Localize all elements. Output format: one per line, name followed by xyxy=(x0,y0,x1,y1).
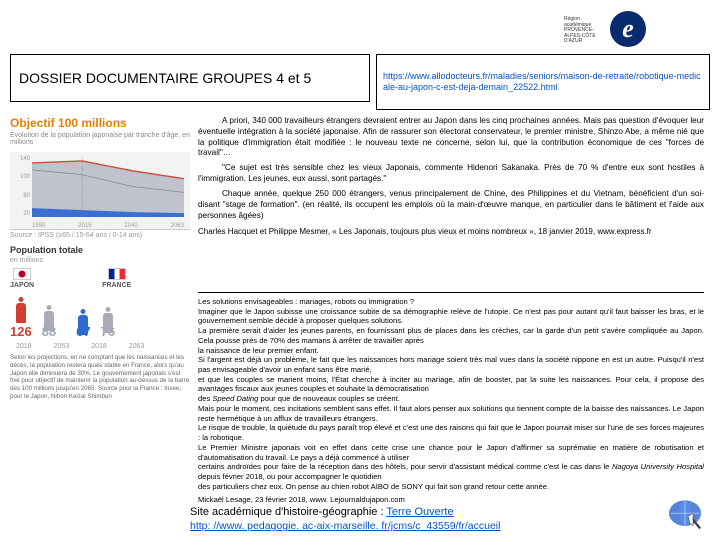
tb2-l1: Les solutions envisageables : mariages, … xyxy=(198,297,704,307)
country-jp: JAPON xyxy=(10,268,34,289)
footer: Site académique d'histoire-géographie : … xyxy=(190,505,650,534)
population-title: Population totale xyxy=(10,245,190,255)
tb2-l5b: Le risque de trouble, la quiétude du pay… xyxy=(198,423,704,442)
tb2-l5a: Mais pour le moment, ces incitations sem… xyxy=(198,404,704,423)
flag-block: Région académique PROVENCE-ALPES-CÔTE D'… xyxy=(564,15,604,43)
source-url-link[interactable]: https://www.allodocteurs.fr/maladies/sen… xyxy=(383,71,703,94)
tb2-l3a: La première serait d'aider les jeunes pa… xyxy=(198,326,704,345)
tb1-signature: Charles Hacquet et Philippe Mesmer, « Le… xyxy=(198,227,704,237)
terre-ouverte-link[interactable]: Terre Ouverte xyxy=(386,506,453,518)
tb2-l2: Imaginer que le Japon subisse une croiss… xyxy=(198,307,704,326)
tb2-l6b: certains androïdes pour faire de la réce… xyxy=(198,462,704,481)
academie-logo: Région académique PROVENCE-ALPES-CÔTE D'… xyxy=(564,6,714,52)
footer-line-1: Site académique d'histoire-géographie : … xyxy=(190,505,650,519)
dossier-title: DOSSIER DOCUMENTAIRE GROUPES 4 et 5 xyxy=(10,54,370,102)
country-flags-row: JAPON FRANCE xyxy=(10,268,190,289)
tb2-l4c: des Speed Dating pour que de nouveaux co… xyxy=(198,394,704,404)
objectif-heading: Objectif 100 millions xyxy=(10,116,190,130)
tb1-p3: Chaque année, quelque 250 000 étrangers,… xyxy=(198,189,704,221)
tb2-l4a: Si l'argent est déjà un problème, le fai… xyxy=(198,355,704,374)
tb2-l4b: et que les couples se marient moins, l'É… xyxy=(198,375,704,394)
objectif-subhead: Évolution de la population japonaise par… xyxy=(10,132,190,146)
chart-plot-area xyxy=(32,158,184,217)
tb2-l6a: Le Premier Ministre japonais voit en eff… xyxy=(198,443,704,462)
population-area-chart: 140 100 60 20 1990 2015 2040 2063 xyxy=(10,152,190,230)
chart-x-axis: 1990 2015 2040 2063 xyxy=(32,223,184,229)
region-label: Région académique PROVENCE-ALPES-CÔTE D'… xyxy=(564,17,604,45)
population-figures-row: 126 88 67 76 xyxy=(10,293,190,339)
chart-y-axis: 140 100 60 20 xyxy=(12,156,30,217)
population-years-row: 20182063 20182063 xyxy=(16,343,190,350)
tb2-l3b: la naissance de leur premier enfant. xyxy=(198,346,704,356)
tb2-signature: Mickaël Lesage, 23 février 2018, www. Le… xyxy=(198,495,704,505)
left-figure: Objectif 100 millions Évolution de la po… xyxy=(10,116,190,472)
title-row: DOSSIER DOCUMENTAIRE GROUPES 4 et 5 http… xyxy=(10,54,710,110)
article-excerpt-2: Les solutions envisageables : mariages, … xyxy=(198,292,704,505)
tb2-l6c: des particuliers chez eux. On pense au c… xyxy=(198,482,704,492)
chart-caption: Source : IPSS (≥65 / 15-64 ans / 0-14 an… xyxy=(10,232,190,239)
globe-mouse-icon xyxy=(660,494,710,534)
country-fr-label: FRANCE xyxy=(102,282,131,289)
left-caption-text: Selon les projections, en ne comptant qu… xyxy=(10,354,190,401)
footer-url-link[interactable]: http: //www. pedagogie. ac-aix-marseille… xyxy=(190,520,500,532)
page-root: Région académique PROVENCE-ALPES-CÔTE D'… xyxy=(0,0,720,540)
france-flag-icon xyxy=(108,268,126,280)
e-logo-icon: e xyxy=(610,11,646,47)
population-unit: en millions xyxy=(10,257,190,264)
fig-jp-2018: 126 xyxy=(10,324,32,339)
country-jp-label: JAPON xyxy=(10,282,34,289)
article-excerpt-1: A priori, 340 000 travailleurs étrangers… xyxy=(198,116,704,238)
japan-flag-icon xyxy=(13,268,31,280)
source-url-box: https://www.allodocteurs.fr/maladies/sen… xyxy=(376,54,710,110)
tb1-p2: "Ce sujet est très sensible chez les vie… xyxy=(198,163,704,185)
country-fr: FRANCE xyxy=(102,268,131,289)
tb1-p1: A priori, 340 000 travailleurs étrangers… xyxy=(198,116,704,159)
